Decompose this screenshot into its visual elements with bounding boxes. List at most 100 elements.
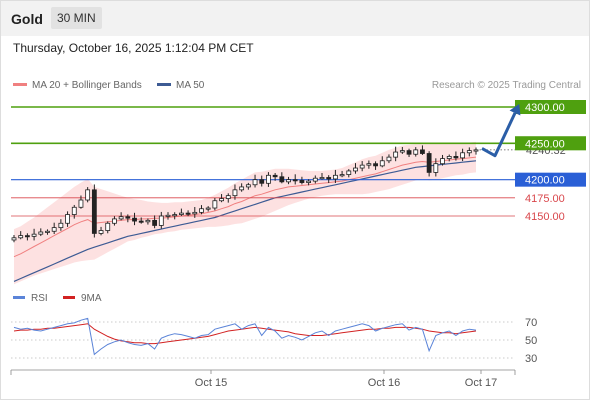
candle (319, 172, 325, 180)
timestamp: Thursday, October 16, 2025 1:12:04 PM CE… (13, 41, 254, 55)
candle-body (306, 180, 312, 183)
candle (185, 210, 191, 217)
candle-body (31, 233, 37, 237)
candle-body (78, 199, 84, 208)
candle-body (252, 179, 258, 186)
x-tick-label-Oct 17: Oct 17 (465, 377, 497, 389)
level-tag-4200.00 (515, 172, 586, 187)
candle-body (239, 186, 245, 191)
candle (473, 147, 479, 155)
candle (406, 148, 412, 157)
candle (286, 176, 291, 185)
candle-body (326, 177, 332, 180)
candle-body (71, 206, 77, 215)
candle-body (199, 208, 204, 213)
candle (366, 160, 372, 169)
candle (91, 184, 97, 238)
candle (205, 206, 211, 212)
candle-body (332, 174, 338, 180)
candle-body (65, 214, 70, 224)
candle-body (379, 160, 385, 167)
candle-body (24, 235, 30, 238)
legend-rsi: RSI (13, 293, 48, 304)
candle-body (259, 179, 265, 184)
candle (446, 154, 452, 162)
rsi-ma-line (13, 323, 477, 345)
symbol-label: Gold (11, 11, 43, 27)
candle (24, 233, 30, 241)
candle-body (85, 189, 91, 201)
candle (440, 154, 445, 166)
candle-body (393, 151, 399, 158)
level-label-4300.00: 4300.00 (525, 102, 565, 114)
candle-body (440, 158, 445, 165)
candle (132, 212, 137, 226)
candle (232, 184, 238, 200)
forecast-arrow-head (509, 103, 521, 116)
candle-body (132, 217, 137, 222)
candle-body (165, 214, 171, 217)
candle-body (232, 189, 238, 197)
candle-body (178, 212, 184, 215)
candle (460, 148, 466, 162)
candle (453, 151, 459, 161)
candle-body (366, 163, 372, 166)
level-tag-overlay-4250.00 (515, 136, 586, 150)
rsi-line (13, 317, 477, 356)
candle-body (292, 179, 298, 182)
candle-body (339, 174, 345, 177)
rsi-tick-50: 50 (525, 335, 537, 347)
candle-body (266, 174, 271, 184)
candle (373, 161, 378, 170)
candle (192, 206, 198, 218)
candle-body (272, 174, 278, 178)
candle (152, 215, 158, 229)
candle-body (286, 179, 291, 183)
candle (118, 212, 124, 221)
candle-body (312, 177, 318, 182)
candle-body (473, 149, 479, 152)
candle-body (433, 163, 439, 173)
candle (212, 197, 218, 211)
candle (339, 170, 345, 178)
candle-body (58, 222, 64, 229)
candle-body (426, 153, 432, 173)
candle (252, 174, 258, 188)
candle (332, 169, 338, 184)
candle-body (51, 227, 57, 232)
candle-body (353, 167, 358, 172)
legend-bollinger-label: MA 20 + Bollinger Bands (32, 80, 142, 91)
candle (279, 172, 285, 184)
candle (346, 169, 352, 178)
forecast-arrow-path (481, 112, 517, 158)
candle-body (38, 231, 44, 235)
level-label-4200.00: 4200.00 (525, 175, 565, 187)
legend-swatch-rsi (13, 295, 25, 299)
candle (105, 221, 111, 234)
legend-rsi-label: RSI (31, 293, 48, 304)
candle (225, 193, 231, 203)
candle (71, 204, 77, 219)
candle (312, 175, 318, 184)
candle-body (118, 216, 124, 220)
candle-body (225, 195, 231, 199)
candle-body (11, 237, 17, 241)
candle (38, 228, 44, 237)
candle (433, 158, 439, 177)
candle (359, 161, 365, 172)
candle (199, 205, 204, 215)
candle-body (245, 184, 251, 188)
candle (178, 208, 184, 216)
candle (45, 229, 50, 235)
candle-body (98, 230, 104, 234)
candle (272, 172, 278, 181)
candle (172, 212, 178, 220)
candle-body (91, 189, 97, 234)
legend-ma50-label: MA 50 (176, 80, 205, 91)
candle (393, 146, 399, 162)
candle (466, 147, 472, 157)
timeframe-button[interactable]: 30 MIN (51, 7, 102, 29)
candle-body (346, 170, 352, 175)
x-tick-label-Oct 16: Oct 16 (368, 377, 400, 389)
